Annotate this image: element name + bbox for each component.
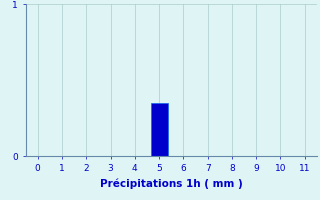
X-axis label: Précipitations 1h ( mm ): Précipitations 1h ( mm ) — [100, 178, 243, 189]
Bar — [151, 103, 168, 156]
